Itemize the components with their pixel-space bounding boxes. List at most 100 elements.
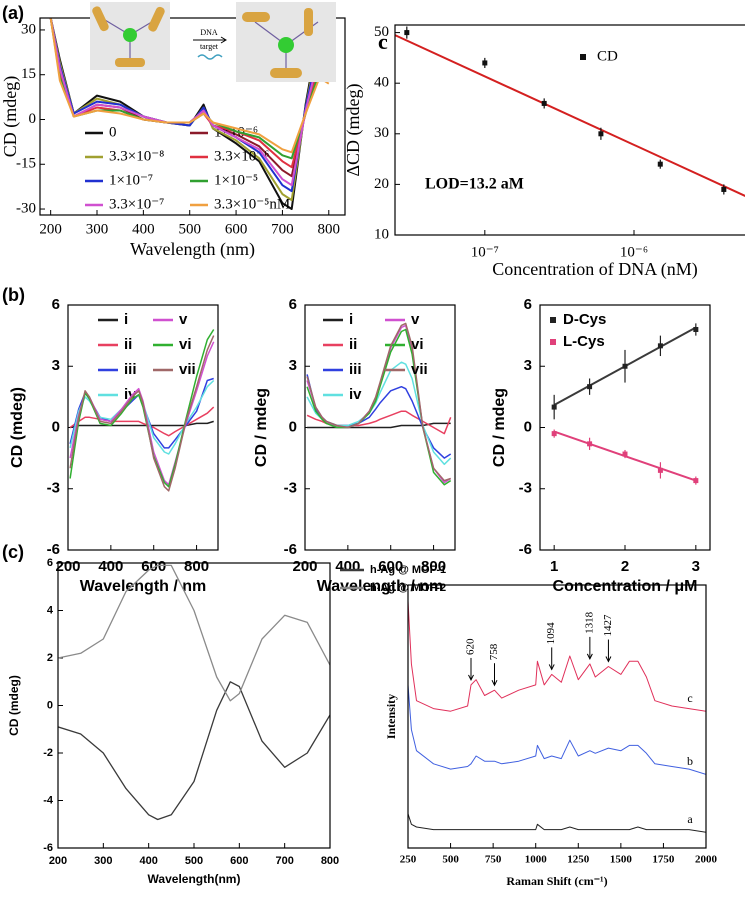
y-tick-label: 6 bbox=[524, 296, 532, 313]
y-tick-label: 6 bbox=[52, 296, 60, 313]
x-tick-label: 400 bbox=[335, 558, 360, 575]
data-point bbox=[541, 100, 547, 106]
legend-label: 3.3×10⁻⁷ bbox=[109, 196, 164, 212]
y-tick-label: -6 bbox=[519, 541, 532, 558]
x-tick-label: 500 bbox=[178, 221, 201, 237]
x-axis-title: Concentration / μM bbox=[553, 578, 698, 595]
x-tick-label: 250 bbox=[400, 854, 417, 866]
y-tick-label: -4 bbox=[43, 794, 54, 806]
legend-label: vi bbox=[179, 336, 192, 353]
annotation-label: 1094 bbox=[545, 622, 557, 645]
fit-line bbox=[394, 34, 745, 197]
annotation-arrow-head bbox=[468, 674, 474, 682]
x-tick-label: 300 bbox=[86, 221, 109, 237]
series-line bbox=[408, 813, 706, 833]
legend-label: CD bbox=[597, 48, 618, 64]
y-axis-title: CD / mdeg bbox=[491, 388, 508, 467]
legend-label: v bbox=[179, 311, 188, 328]
y-tick-label: -6 bbox=[43, 842, 53, 854]
x-tick-label: 400 bbox=[132, 221, 155, 237]
x-tick-label: 3 bbox=[692, 558, 700, 575]
plot-frame bbox=[67, 304, 219, 551]
x-tick-label: 500 bbox=[185, 855, 203, 867]
series-line bbox=[69, 406, 215, 437]
y-tick-label: 2 bbox=[47, 652, 53, 664]
y-axis-title: Intensity bbox=[384, 694, 398, 739]
x-tick-label: 200 bbox=[49, 855, 67, 867]
nanostructure-left bbox=[92, 6, 165, 67]
panel-label: c bbox=[378, 29, 388, 54]
annotation-label: 1318 bbox=[583, 611, 595, 634]
x-tick-label: 1500 bbox=[610, 854, 633, 866]
x-tick-label: 200 bbox=[55, 558, 80, 575]
legend-label: D-Cys bbox=[563, 311, 606, 328]
plot-frame bbox=[57, 562, 331, 849]
series-line bbox=[58, 681, 330, 821]
legend-label: L-Cys bbox=[563, 333, 605, 350]
y-tick-label: 20 bbox=[374, 176, 389, 192]
data-point bbox=[551, 431, 557, 437]
series-line bbox=[408, 684, 706, 775]
y-tick-label: 3 bbox=[524, 357, 532, 374]
x-tick-label: 800 bbox=[318, 221, 341, 237]
x-tick-label: 750 bbox=[485, 854, 502, 866]
legend-label: 1×10⁻⁵ bbox=[214, 172, 258, 188]
legend-swatch bbox=[550, 339, 556, 345]
x-tick-label: 600 bbox=[378, 558, 403, 575]
x-tick-label: 1000 bbox=[525, 854, 548, 866]
series-label: c bbox=[687, 691, 692, 705]
legend-label: i bbox=[349, 311, 353, 328]
x-tick-label: 200 bbox=[292, 558, 317, 575]
data-point bbox=[657, 467, 663, 473]
plot-frame bbox=[539, 304, 711, 551]
y-tick-label: 10 bbox=[374, 226, 389, 242]
y-tick-label: 0 bbox=[52, 418, 60, 435]
y-tick-label: 0 bbox=[29, 111, 37, 127]
x-axis-title: Raman Shift (cm⁻¹) bbox=[506, 874, 607, 888]
inset-label: target bbox=[200, 42, 219, 51]
legend-label: vi bbox=[411, 336, 424, 353]
x-tick-label: 700 bbox=[275, 855, 293, 867]
annotation-arrow-head bbox=[586, 653, 593, 661]
annotation-label: 758 bbox=[488, 643, 500, 660]
series-label: b bbox=[687, 754, 693, 768]
y-tick-label: 4 bbox=[47, 604, 54, 616]
y-tick-label: -6 bbox=[284, 541, 297, 558]
x-axis-title: Wavelength(nm) bbox=[148, 872, 241, 886]
y-tick-label: 3 bbox=[289, 357, 297, 374]
arrow-head bbox=[220, 36, 227, 44]
x-tick-label: 400 bbox=[98, 558, 123, 575]
legend-label: ii bbox=[349, 336, 357, 353]
y-axis-title: CD (mdeg) bbox=[9, 387, 26, 468]
x-axis-title: Concentration of DNA (nM) bbox=[492, 259, 697, 280]
data-point bbox=[587, 384, 593, 390]
x-tick-label: 800 bbox=[421, 558, 446, 575]
panel-label: (c) bbox=[2, 542, 24, 562]
y-tick-label: 6 bbox=[289, 296, 297, 313]
legend-label: 0 bbox=[109, 124, 117, 140]
data-point bbox=[587, 441, 593, 447]
series-line bbox=[58, 564, 330, 702]
legend-label: i bbox=[124, 311, 128, 328]
y-axis-title: CD (mdeg) bbox=[7, 675, 21, 736]
data-point bbox=[622, 451, 628, 457]
y-tick-label: 0 bbox=[524, 418, 532, 435]
annotation: LOD=13.2 aM bbox=[425, 176, 524, 193]
y-tick-label: 3 bbox=[52, 357, 60, 374]
x-tick-label: 800 bbox=[321, 855, 339, 867]
data-point bbox=[693, 478, 699, 484]
legend-label: vii bbox=[411, 361, 428, 378]
y-axis-title: CD (mdeg) bbox=[0, 76, 21, 157]
y-tick-label: 30 bbox=[374, 125, 389, 141]
data-point bbox=[404, 30, 410, 36]
x-tick-label: 2000 bbox=[695, 854, 718, 866]
plot-frame bbox=[304, 304, 456, 551]
annotation-arrow-head bbox=[605, 656, 612, 663]
nanostructure-right bbox=[242, 8, 319, 78]
series-line bbox=[49, 18, 330, 187]
inset-label: DNA bbox=[200, 28, 218, 37]
series-line bbox=[49, 18, 330, 154]
y-tick-label: 30 bbox=[21, 21, 36, 37]
data-point bbox=[598, 131, 604, 137]
x-tick-label: 600 bbox=[225, 221, 248, 237]
